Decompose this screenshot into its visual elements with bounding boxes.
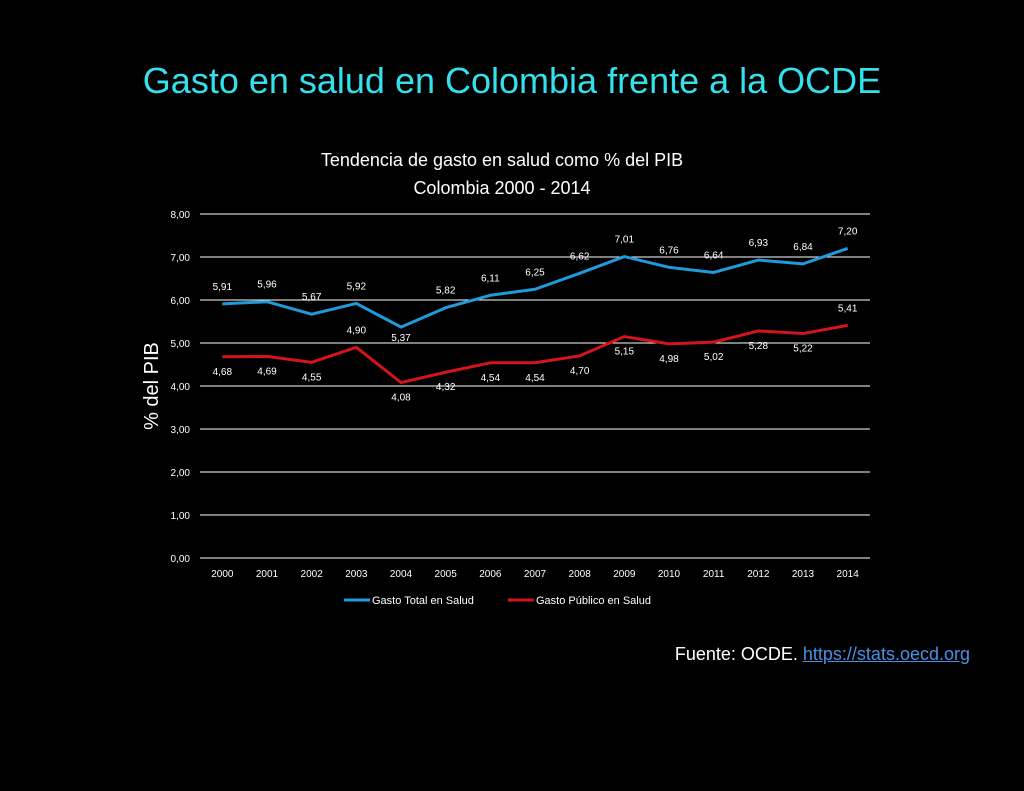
chart-title: Tendencia de gasto en salud como % del P… [321, 150, 683, 170]
x-tick-label: 2000 [211, 569, 234, 580]
data-label: 5,28 [749, 341, 769, 352]
x-tick-label: 2014 [837, 569, 860, 580]
series-line [222, 323, 848, 385]
data-label: 6,93 [749, 238, 769, 249]
legend-label: Gasto Total en Salud [372, 595, 474, 607]
data-label: 4,55 [302, 372, 322, 383]
data-label: 4,32 [436, 382, 456, 393]
x-tick-label: 2011 [703, 569, 725, 580]
series-line [222, 246, 849, 329]
y-tick-label: 5,00 [171, 339, 191, 350]
x-tick-label: 2012 [747, 569, 770, 580]
data-label: 4,70 [570, 366, 590, 377]
data-label: 6,62 [570, 251, 590, 262]
data-label: 6,64 [704, 250, 724, 261]
data-label: 4,98 [659, 354, 679, 365]
data-label: 6,25 [525, 267, 545, 278]
y-tick-label: 6,00 [171, 296, 191, 307]
data-label: 4,08 [391, 393, 411, 404]
legend-label: Gasto Público en Salud [536, 595, 651, 607]
x-tick-label: 2010 [658, 569, 681, 580]
data-label: 7,01 [615, 235, 635, 246]
data-label: 5,92 [347, 281, 367, 292]
data-label: 5,22 [793, 344, 813, 355]
slide-title: Gasto en salud en Colombia frente a la O… [142, 60, 882, 101]
data-label: 5,02 [704, 352, 724, 363]
data-label: 7,20 [838, 226, 858, 237]
data-label: 4,90 [347, 325, 367, 336]
data-label: 4,68 [213, 367, 233, 378]
data-label: 5,96 [257, 280, 277, 291]
data-label: 6,11 [481, 273, 500, 284]
data-label: 5,37 [391, 333, 411, 344]
data-label: 6,84 [793, 242, 813, 253]
x-tick-label: 2009 [613, 569, 636, 580]
data-label: 5,41 [838, 303, 858, 314]
x-tick-label: 2005 [435, 569, 458, 580]
x-tick-label: 2002 [301, 569, 324, 580]
y-tick-label: 8,00 [171, 210, 191, 221]
y-tick-label: 0,00 [171, 554, 191, 565]
x-tick-label: 2008 [569, 569, 592, 580]
chart-subtitle: Colombia 2000 - 2014 [413, 178, 590, 198]
data-label: 6,76 [659, 245, 679, 256]
source-link[interactable]: https://stats.oecd.org [802, 644, 970, 664]
x-tick-label: 2004 [390, 569, 413, 580]
x-tick-label: 2003 [345, 569, 368, 580]
y-tick-label: 1,00 [171, 511, 191, 522]
y-tick-label: 7,00 [171, 253, 191, 264]
data-label: 4,54 [525, 373, 545, 384]
y-tick-label: 3,00 [171, 425, 191, 436]
data-label: 5,91 [213, 282, 233, 293]
data-label: 5,82 [436, 286, 456, 297]
x-tick-label: 2001 [256, 569, 279, 580]
y-tick-label: 4,00 [171, 382, 191, 393]
data-label: 5,15 [615, 347, 635, 358]
x-tick-label: 2013 [792, 569, 815, 580]
source-prefix: Fuente: OCDE. [674, 644, 798, 664]
y-tick-label: 2,00 [171, 468, 191, 479]
x-tick-label: 2007 [524, 569, 547, 580]
data-label: 4,69 [257, 366, 277, 377]
data-label: 5,67 [302, 292, 322, 303]
x-tick-label: 2006 [479, 569, 502, 580]
data-label: 4,54 [481, 373, 501, 384]
source-note: Fuente: OCDE. https://stats.oecd.org [675, 644, 970, 665]
y-axis-label: % del PIB [141, 342, 163, 430]
